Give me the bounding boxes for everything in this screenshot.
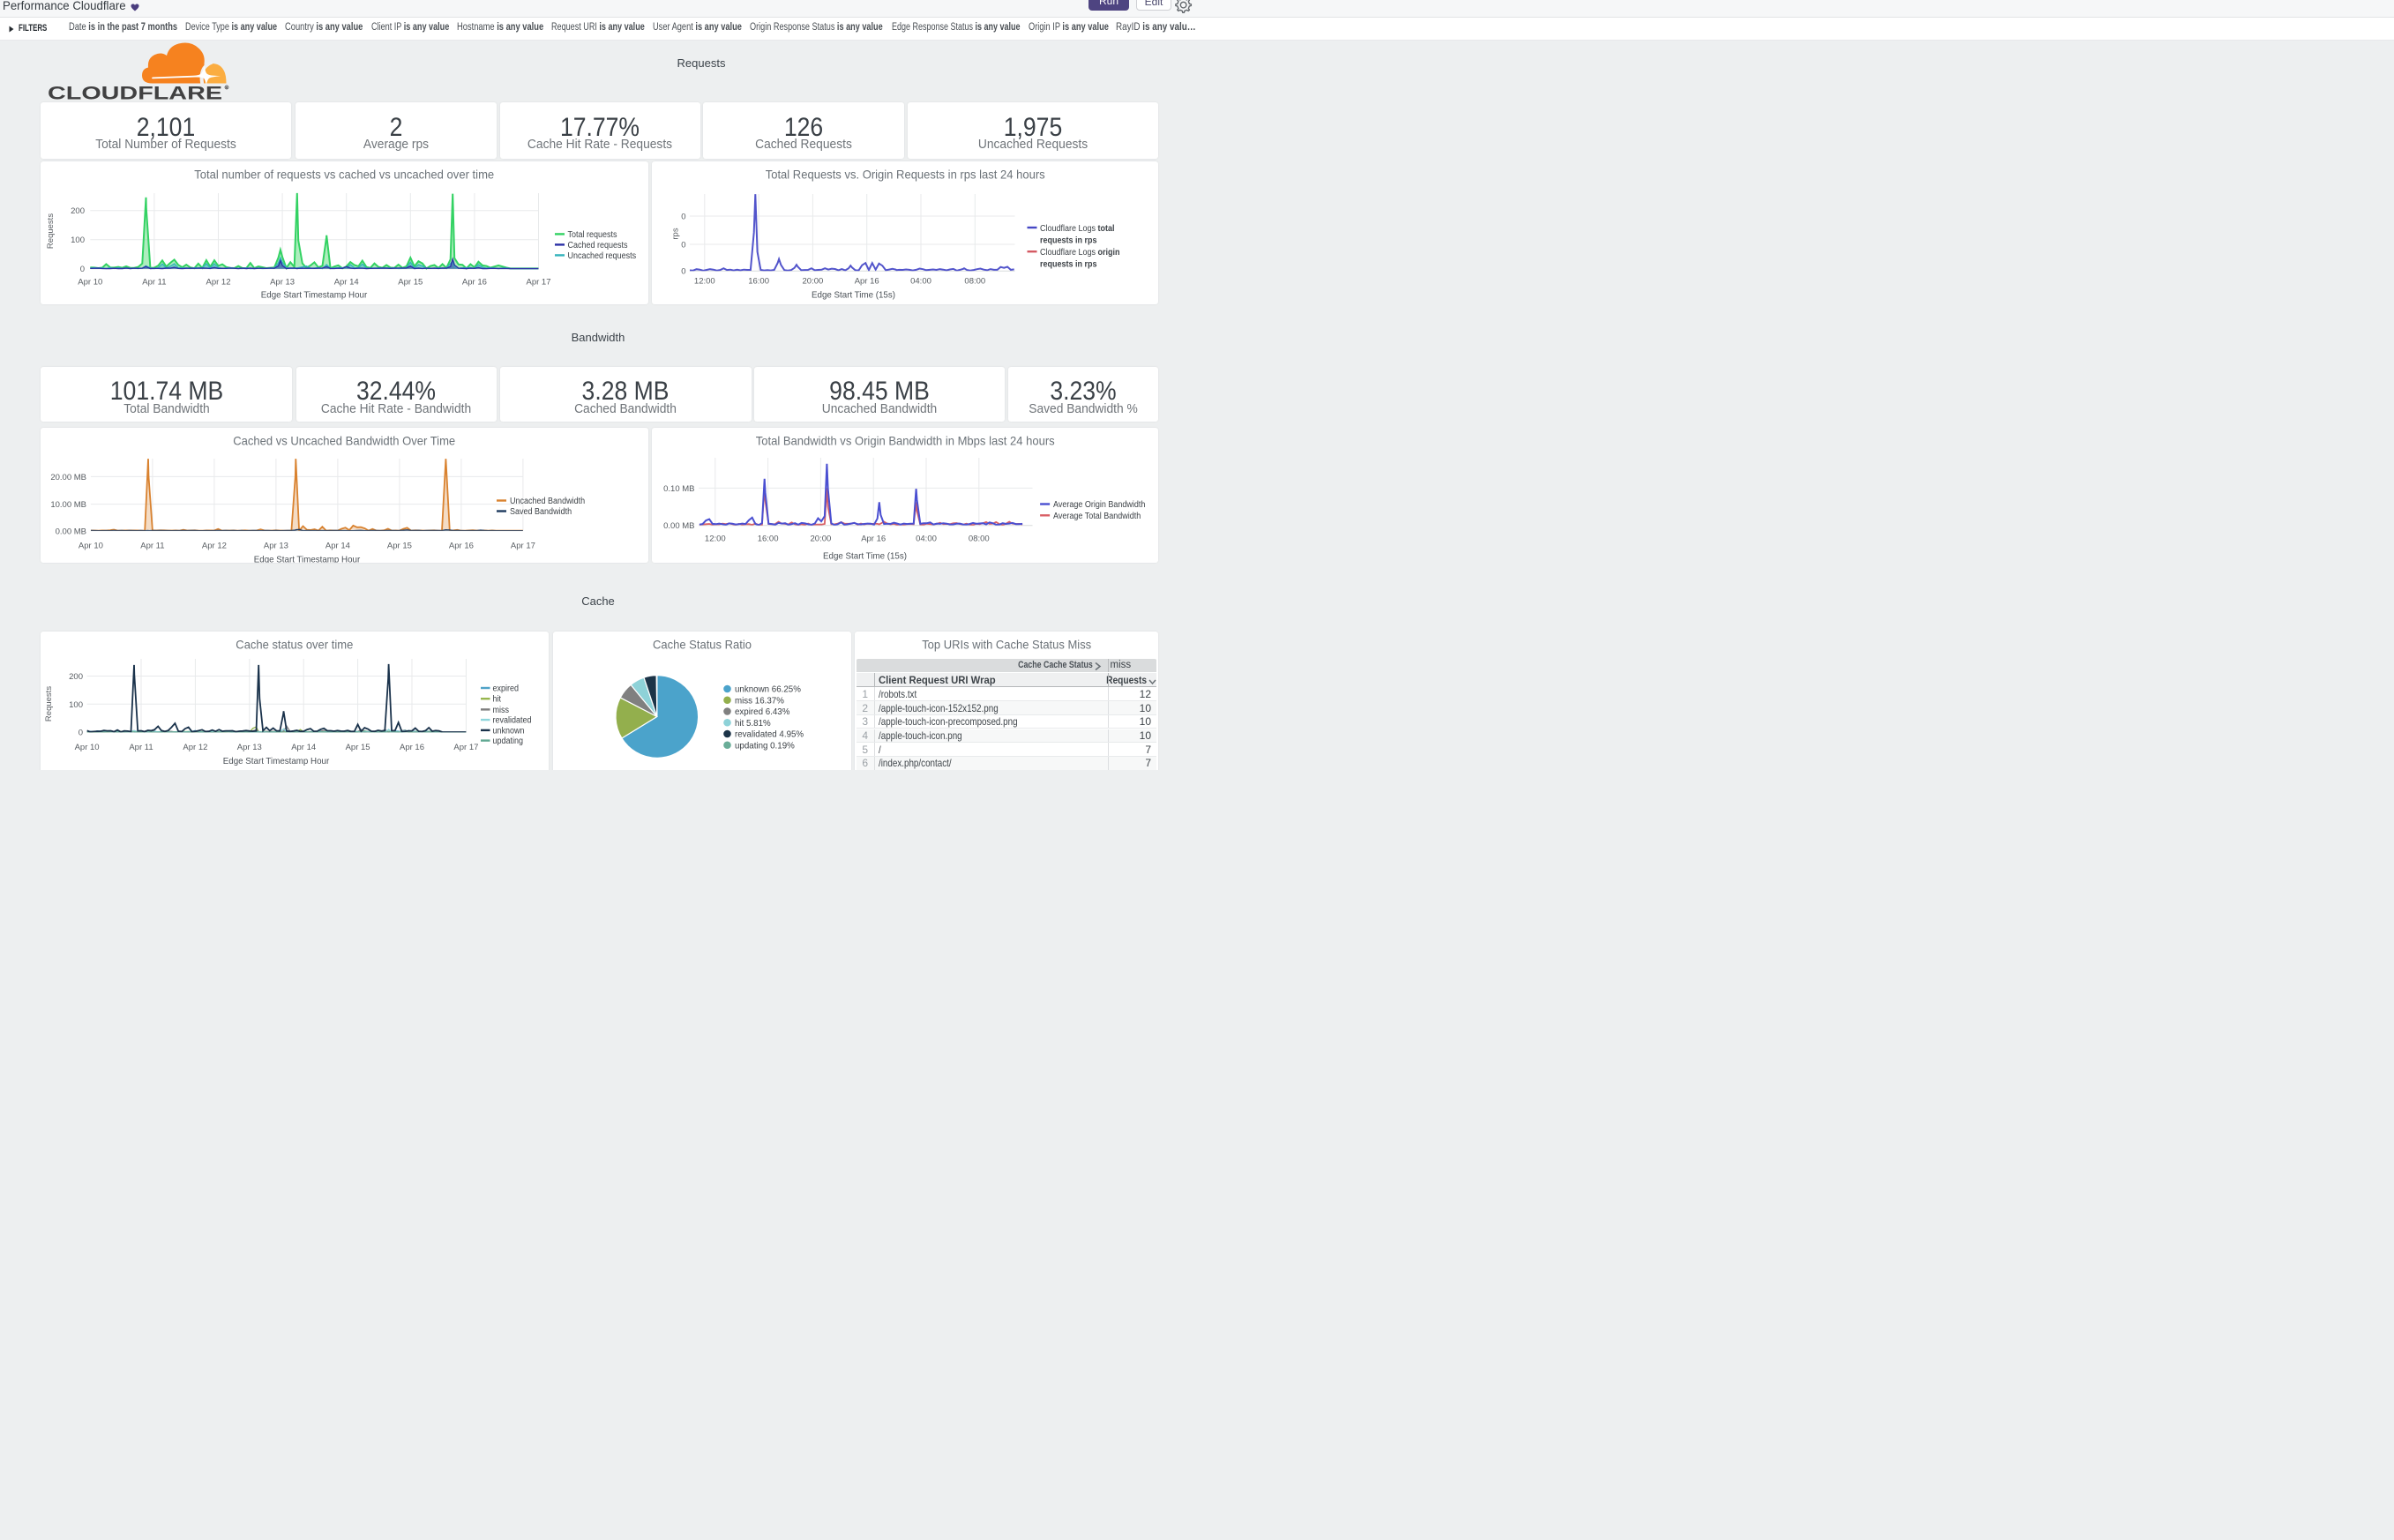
svg-text:200: 200: [71, 206, 85, 216]
svg-text:12:00: 12:00: [693, 277, 714, 287]
svg-text:Cloudflare Logs total: Cloudflare Logs total: [1040, 224, 1115, 234]
svg-text:Total requests: Total requests: [568, 230, 617, 240]
svg-text:requests in rps: requests in rps: [1040, 260, 1097, 270]
svg-text:Apr 10: Apr 10: [78, 277, 102, 287]
svg-text:Apr 11: Apr 11: [129, 743, 153, 752]
svg-text:unknown: unknown: [493, 726, 525, 736]
svg-text:0: 0: [80, 265, 85, 274]
svg-text:Average Total Bandwidth: Average Total Bandwidth: [1053, 512, 1141, 521]
svg-text:20.00 MB: 20.00 MB: [50, 473, 86, 482]
svg-text:0.00 MB: 0.00 MB: [56, 527, 86, 536]
svg-text:Apr 12: Apr 12: [183, 743, 207, 752]
svg-text:0: 0: [681, 267, 685, 277]
svg-text:20:00: 20:00: [802, 277, 823, 287]
svg-text:100: 100: [71, 235, 85, 245]
svg-text:16:00: 16:00: [757, 535, 778, 544]
svg-text:Total Bandwidth vs Origin Band: Total Bandwidth vs Origin Bandwidth in M…: [755, 434, 1054, 448]
svg-text:Apr 16: Apr 16: [462, 277, 487, 287]
svg-text:Total number of requests vs ca: Total number of requests vs cached vs un…: [194, 168, 494, 182]
svg-text:Apr 10: Apr 10: [75, 743, 100, 752]
svg-text:Requests: Requests: [44, 685, 54, 721]
svg-text:0: 0: [681, 241, 685, 250]
svg-text:miss 16.37%: miss 16.37%: [735, 695, 784, 706]
svg-text:updating 0.19%: updating 0.19%: [735, 740, 795, 751]
svg-text:Saved Bandwidth: Saved Bandwidth: [510, 507, 572, 517]
svg-text:Apr 11: Apr 11: [142, 277, 166, 287]
svg-text:miss: miss: [493, 705, 510, 714]
svg-text:0.10 MB: 0.10 MB: [663, 484, 694, 494]
svg-text:Apr 16: Apr 16: [400, 743, 424, 752]
svg-text:hit 5.81%: hit 5.81%: [735, 717, 771, 728]
svg-text:Apr 13: Apr 13: [270, 277, 295, 287]
svg-text:Apr 16: Apr 16: [861, 535, 886, 544]
svg-text:rps: rps: [670, 228, 680, 239]
svg-text:unknown 66.25%: unknown 66.25%: [735, 684, 801, 694]
svg-text:revalidated: revalidated: [493, 715, 532, 725]
svg-text:Requests: Requests: [46, 213, 56, 249]
svg-text:20:00: 20:00: [810, 535, 831, 544]
svg-text:Apr 13: Apr 13: [264, 541, 288, 550]
svg-text:Apr 16: Apr 16: [854, 277, 879, 287]
svg-text:updating: updating: [493, 736, 524, 746]
svg-text:Apr 17: Apr 17: [453, 743, 478, 752]
svg-text:0: 0: [79, 728, 83, 737]
svg-text:Edge Start Time (15s): Edge Start Time (15s): [823, 551, 907, 562]
svg-text:revalidated 4.95%: revalidated 4.95%: [735, 729, 804, 739]
svg-text:04:00: 04:00: [910, 277, 931, 287]
svg-text:0.00 MB: 0.00 MB: [663, 521, 694, 531]
svg-text:Apr 15: Apr 15: [398, 277, 423, 287]
svg-text:expired: expired: [493, 684, 520, 693]
svg-text:04:00: 04:00: [916, 535, 937, 544]
svg-text:Edge Start Timestamp Hour: Edge Start Timestamp Hour: [223, 756, 330, 766]
svg-text:Apr 12: Apr 12: [202, 541, 227, 550]
svg-text:expired 6.43%: expired 6.43%: [735, 706, 789, 717]
svg-text:Apr 14: Apr 14: [334, 277, 359, 287]
svg-text:Edge Start Timestamp Hour: Edge Start Timestamp Hour: [254, 554, 361, 563]
svg-text:Apr 11: Apr 11: [140, 541, 164, 550]
svg-text:Cache Status Ratio: Cache Status Ratio: [653, 637, 752, 651]
svg-text:R: R: [225, 86, 228, 89]
svg-text:Edge Start Timestamp Hour: Edge Start Timestamp Hour: [261, 290, 368, 301]
svg-text:08:00: 08:00: [968, 535, 989, 544]
svg-text:Apr 15: Apr 15: [387, 541, 412, 550]
svg-text:Apr 10: Apr 10: [79, 541, 103, 550]
svg-text:Apr 17: Apr 17: [511, 541, 535, 550]
svg-text:Apr 15: Apr 15: [346, 743, 370, 752]
svg-text:Cached vs Uncached Bandwidth O: Cached vs Uncached Bandwidth Over Time: [233, 434, 455, 448]
svg-text:requests in rps: requests in rps: [1040, 236, 1097, 246]
svg-text:Apr 16: Apr 16: [449, 541, 474, 550]
svg-text:Cache status over time: Cache status over time: [236, 637, 353, 651]
svg-text:16:00: 16:00: [748, 277, 769, 287]
svg-text:Top URIs with Cache Status Mis: Top URIs with Cache Status Miss: [922, 637, 1091, 651]
svg-text:Cloudflare Logs origin: Cloudflare Logs origin: [1040, 248, 1120, 258]
svg-text:200: 200: [69, 672, 83, 682]
svg-text:Edge Start Time (15s): Edge Start Time (15s): [812, 290, 895, 301]
svg-text:08:00: 08:00: [964, 277, 985, 287]
svg-text:Apr 13: Apr 13: [237, 743, 262, 752]
svg-text:Average Origin Bandwidth: Average Origin Bandwidth: [1053, 500, 1145, 510]
svg-text:hit: hit: [493, 694, 502, 704]
svg-text:Uncached Bandwidth: Uncached Bandwidth: [510, 497, 585, 506]
svg-text:Total Requests vs. Origin Requ: Total Requests vs. Origin Requests in rp…: [765, 168, 1044, 182]
svg-text:CLOUDFLARE: CLOUDFLARE: [48, 82, 222, 100]
svg-text:100: 100: [69, 699, 83, 709]
svg-text:Apr 14: Apr 14: [325, 541, 350, 550]
svg-text:0: 0: [681, 213, 685, 222]
svg-text:12:00: 12:00: [704, 535, 725, 544]
svg-text:Apr 14: Apr 14: [291, 743, 316, 752]
svg-text:Apr 12: Apr 12: [206, 277, 231, 287]
svg-text:Apr 17: Apr 17: [527, 277, 551, 287]
svg-text:Cached requests: Cached requests: [568, 241, 628, 250]
svg-text:Uncached requests: Uncached requests: [568, 251, 637, 261]
svg-text:10.00 MB: 10.00 MB: [50, 500, 86, 510]
